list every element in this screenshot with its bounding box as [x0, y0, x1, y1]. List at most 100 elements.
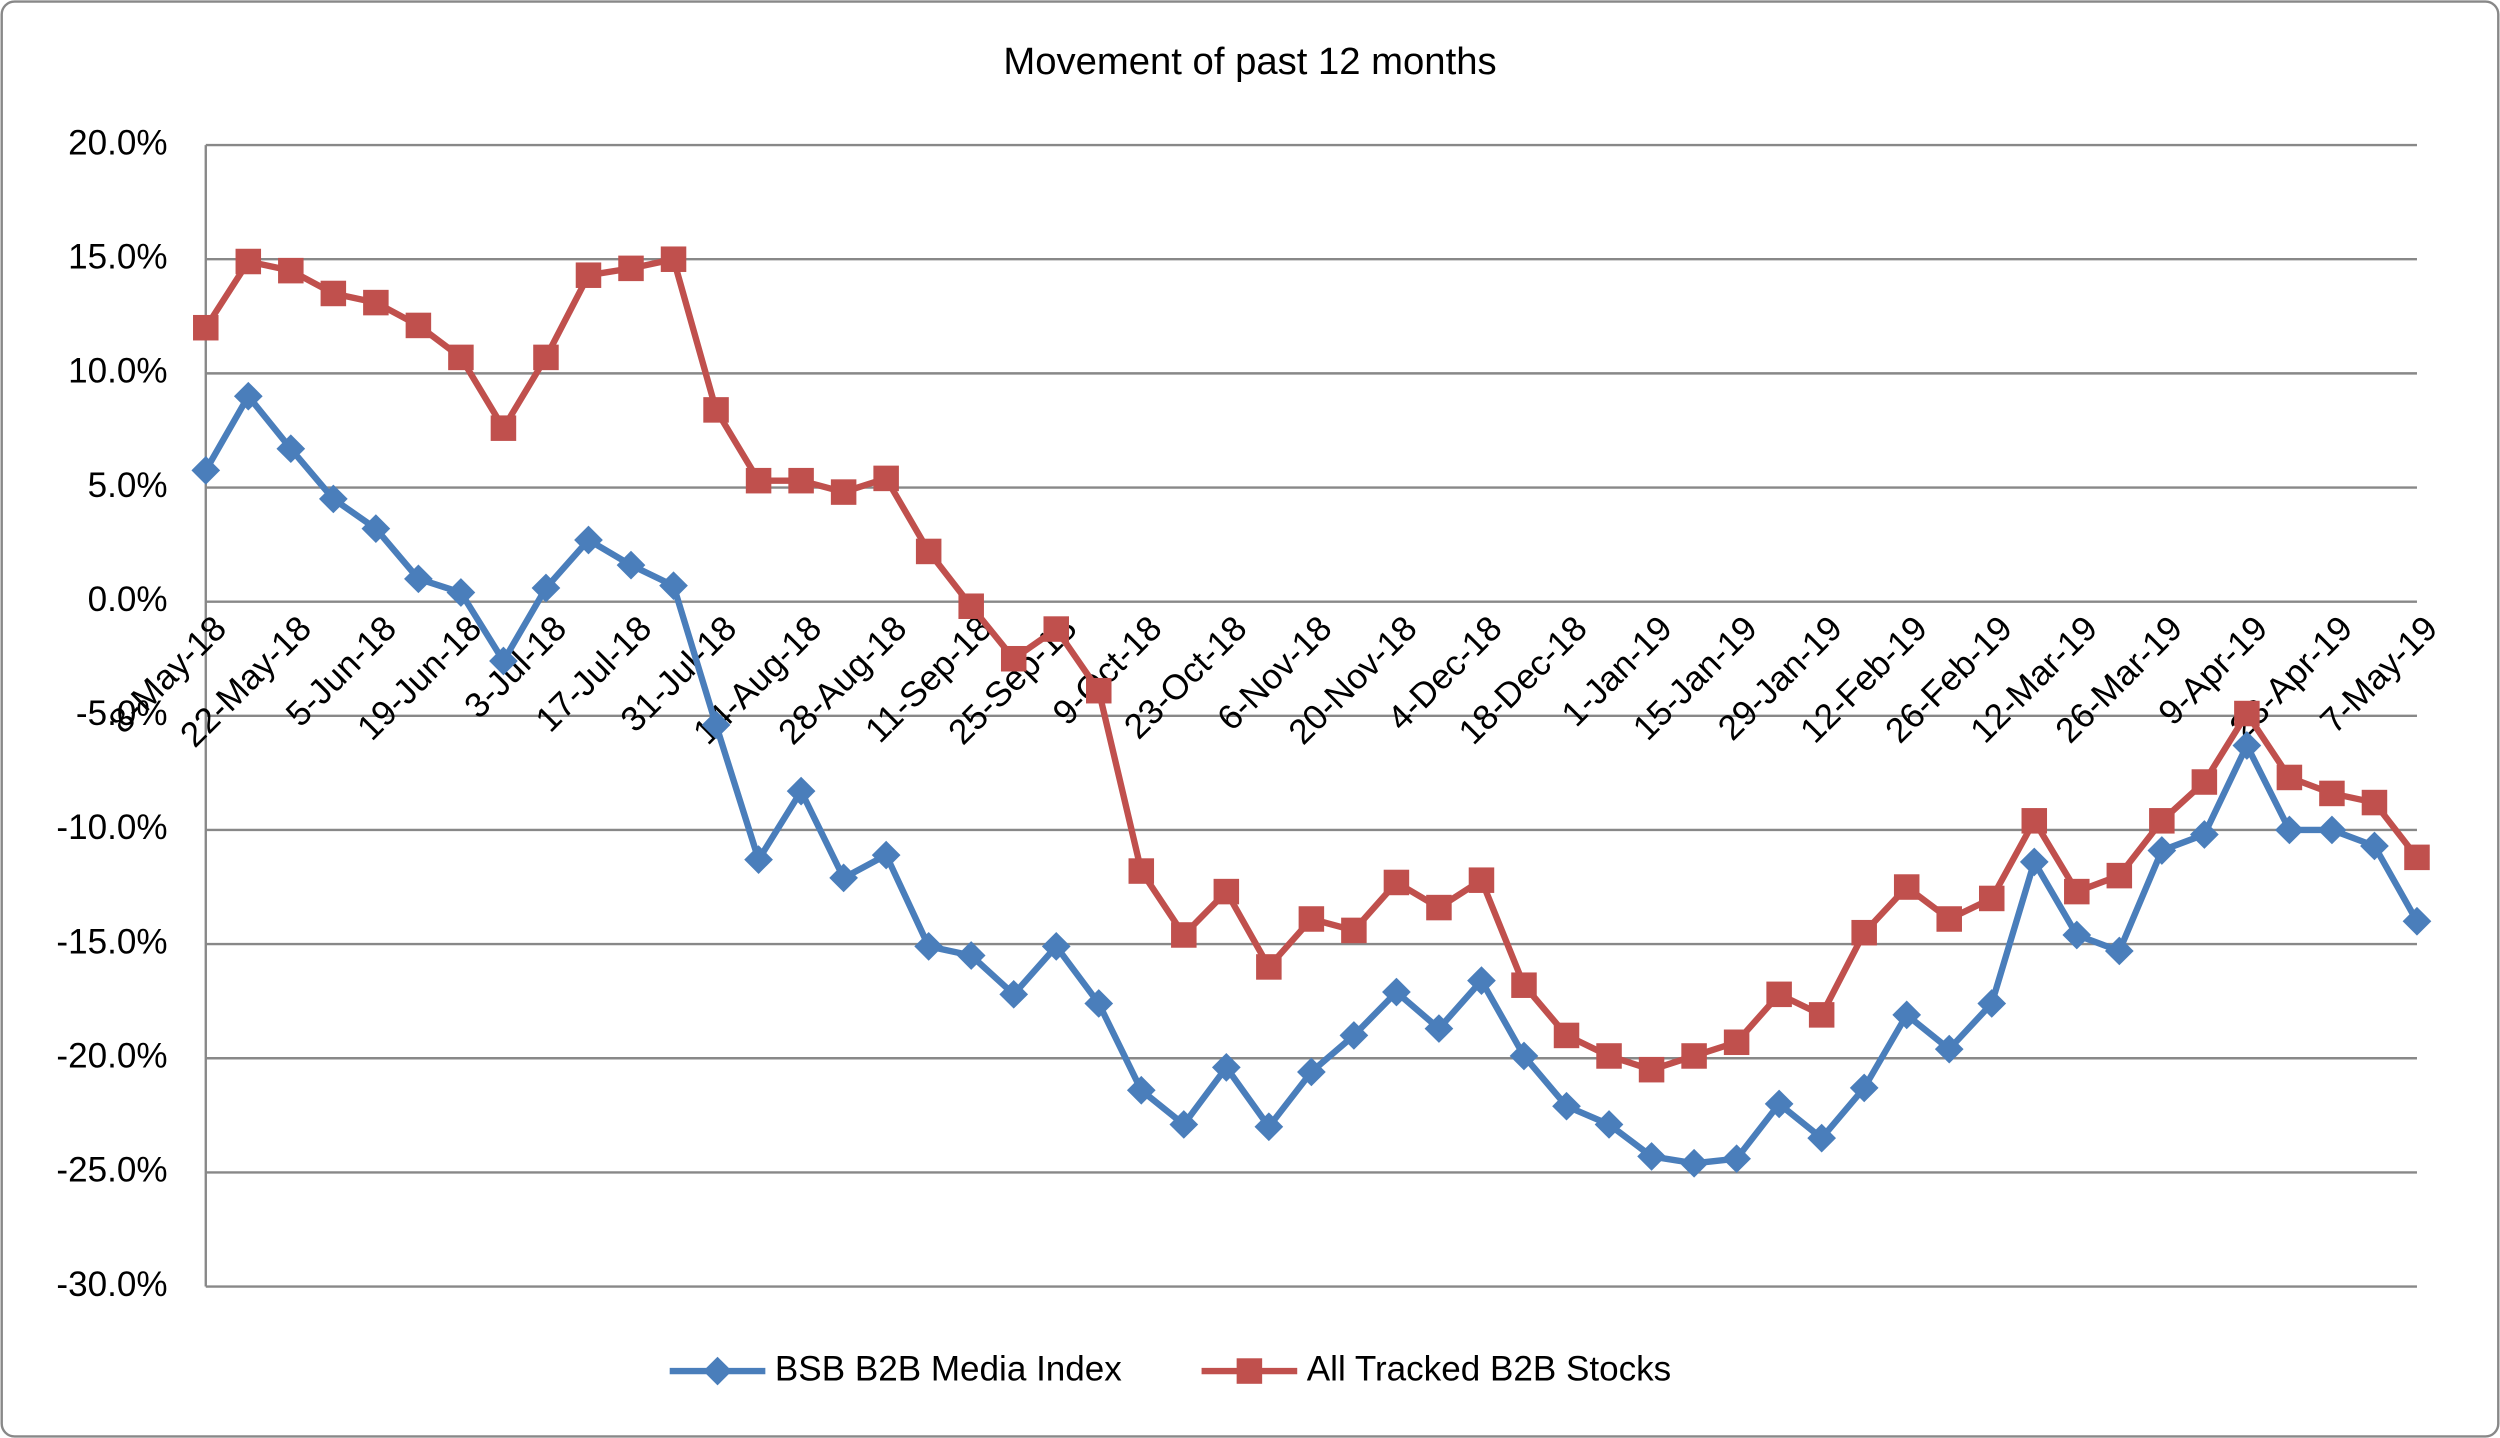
data-point: [914, 932, 944, 961]
data-point: [278, 257, 304, 284]
data-point: [1936, 906, 1962, 932]
data-point: [2361, 789, 2388, 816]
data-point: [1041, 932, 1071, 961]
data-point: [193, 314, 219, 341]
data-point: [1808, 1002, 1835, 1028]
data-point: [788, 467, 814, 494]
data-point: [871, 840, 901, 870]
data-point: [490, 415, 517, 441]
data-point: [2190, 820, 2219, 849]
y-tick-label: -20.0%: [56, 1037, 167, 1076]
data-point: [1426, 894, 1452, 921]
data-point: [1511, 972, 1537, 998]
data-point: [1254, 1112, 1284, 1142]
data-point: [1722, 1144, 1751, 1174]
data-point: [958, 593, 984, 619]
data-point: [2062, 920, 2092, 950]
data-point: [2104, 936, 2134, 966]
data-point: [2402, 906, 2432, 936]
y-tick-label: 5.0%: [88, 466, 168, 505]
data-point: [1807, 1123, 1837, 1153]
legend-label: BSB B2B Media Index: [775, 1349, 1122, 1388]
data-point: [1169, 1110, 1199, 1139]
data-point: [2276, 764, 2303, 791]
data-point: [1383, 869, 1410, 896]
data-point: [531, 573, 561, 603]
data-point: [744, 845, 773, 874]
data-point: [1552, 1091, 1581, 1121]
data-point: [276, 434, 306, 464]
legend-marker: [703, 1356, 732, 1386]
data-point: [1468, 867, 1495, 893]
data-point: [2234, 700, 2260, 727]
data-point: [575, 262, 602, 288]
data-point: [616, 550, 646, 580]
y-tick-label: 15.0%: [68, 237, 167, 276]
data-point: [404, 564, 433, 594]
data-point: [1893, 874, 1920, 900]
data-point: [956, 941, 986, 970]
data-point: [489, 646, 518, 676]
data-point: [1086, 677, 1112, 704]
chart-title: Movement of past 12 months: [1003, 40, 1496, 83]
y-tick-label: 20.0%: [68, 123, 167, 162]
data-point: [235, 248, 262, 275]
data-point: [1000, 645, 1027, 672]
legend-label: All Tracked B2B Stocks: [1307, 1349, 1671, 1388]
data-point: [2021, 808, 2048, 834]
y-tick-label: 0.0%: [88, 580, 168, 619]
data-point: [1211, 1053, 1241, 1082]
data-point: [745, 467, 772, 494]
y-tick-label: -15.0%: [56, 922, 167, 961]
data-point: [2064, 878, 2090, 905]
data-point: [1681, 1043, 1707, 1069]
data-point: [1851, 919, 1877, 946]
data-point: [2319, 780, 2345, 807]
data-point: [233, 381, 263, 411]
legend-marker: [1236, 1358, 1263, 1384]
data-point: [786, 776, 816, 806]
data-point: [1341, 917, 1367, 944]
data-point: [533, 344, 559, 371]
data-point: [1128, 858, 1155, 884]
data-point: [1892, 1000, 1922, 1030]
data-point: [320, 280, 347, 307]
data-point: [2360, 831, 2389, 861]
data-point: [703, 397, 729, 423]
y-tick-label: -10.0%: [56, 808, 167, 847]
y-tick-label: -5.0%: [76, 694, 168, 733]
data-point: [1171, 922, 1197, 948]
data-point: [1424, 1014, 1454, 1043]
data-point: [363, 289, 389, 316]
data-point: [829, 863, 858, 893]
data-point: [660, 246, 687, 272]
data-point: [1043, 616, 1069, 642]
data-point: [1382, 977, 1411, 1007]
data-point: [1467, 966, 1496, 995]
data-point: [618, 255, 644, 282]
data-point: [2191, 769, 2218, 795]
data-point: [1339, 1021, 1369, 1050]
data-point: [446, 578, 476, 607]
data-point: [1679, 1148, 1709, 1178]
data-point: [1978, 885, 2005, 912]
data-point: [2149, 808, 2175, 834]
data-point: [1594, 1110, 1624, 1139]
data-point: [2106, 862, 2133, 889]
data-point: [2404, 844, 2430, 871]
data-point: [701, 710, 731, 740]
y-tick-label: -30.0%: [56, 1265, 167, 1304]
data-point: [1297, 1057, 1326, 1087]
data-point: [1934, 1034, 1964, 1064]
data-point: [1084, 989, 1114, 1018]
data-point: [574, 525, 603, 555]
data-point: [1723, 1029, 1750, 1056]
y-tick-label: 10.0%: [68, 352, 167, 391]
data-point: [830, 479, 857, 505]
data-point: [1509, 1041, 1539, 1071]
data-point: [361, 514, 391, 543]
data-point: [1126, 1075, 1156, 1105]
data-point: [191, 456, 221, 485]
